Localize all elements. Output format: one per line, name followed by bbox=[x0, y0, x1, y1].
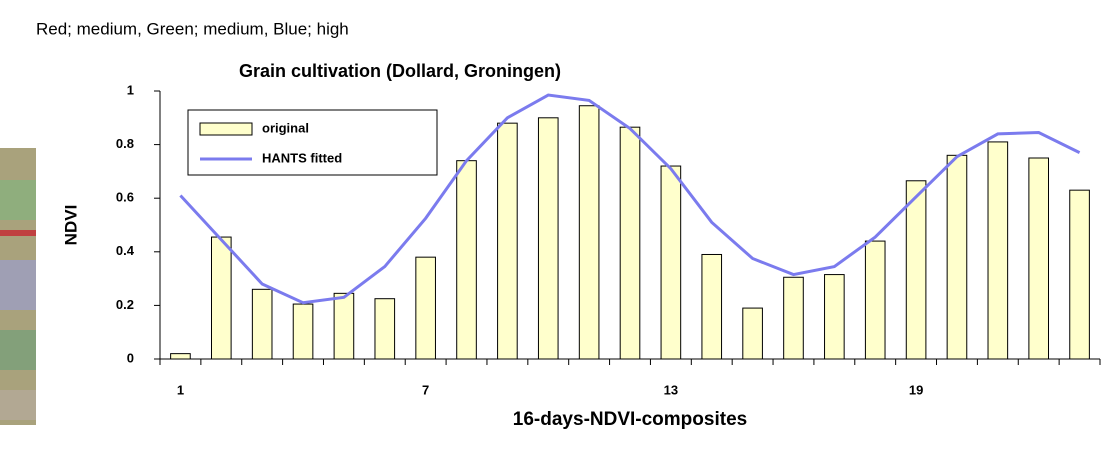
y-tick-label: 1 bbox=[127, 82, 134, 97]
bar bbox=[702, 254, 722, 359]
bar bbox=[334, 293, 354, 359]
y-axis-label: NDVI bbox=[61, 205, 80, 246]
caption: Red; medium, Green; medium, Blue; high bbox=[36, 19, 349, 38]
bar bbox=[211, 237, 231, 359]
bar bbox=[825, 275, 845, 359]
x-tick-label: 13 bbox=[664, 382, 678, 397]
legend-swatch bbox=[200, 123, 252, 135]
bar bbox=[661, 166, 681, 359]
bar bbox=[416, 257, 436, 359]
chart-title: Grain cultivation (Dollard, Groningen) bbox=[239, 61, 561, 81]
bar bbox=[171, 354, 191, 359]
x-axis-label: 16-days-NDVI-composites bbox=[513, 409, 747, 430]
bar bbox=[293, 304, 313, 359]
bar bbox=[947, 155, 967, 359]
bar bbox=[743, 308, 763, 359]
bar bbox=[375, 299, 395, 359]
bar bbox=[457, 161, 477, 359]
y-tick-label: 0.6 bbox=[116, 190, 134, 205]
bar bbox=[988, 142, 1008, 359]
bar bbox=[784, 277, 804, 359]
x-tick-label: 7 bbox=[422, 382, 429, 397]
bar bbox=[620, 127, 640, 359]
image-strip bbox=[0, 148, 36, 425]
y-tick-label: 0 bbox=[127, 350, 134, 365]
bar bbox=[865, 241, 885, 359]
bar bbox=[498, 123, 518, 359]
legend-label: HANTS fitted bbox=[262, 150, 342, 165]
bar bbox=[538, 118, 558, 359]
y-tick-label: 0.2 bbox=[116, 297, 134, 312]
y-tick-label: 0.8 bbox=[116, 136, 134, 151]
legend-label: original bbox=[262, 120, 309, 135]
bar bbox=[1029, 158, 1049, 359]
bar bbox=[906, 181, 926, 359]
y-tick-label: 0.4 bbox=[116, 243, 135, 258]
bar bbox=[1070, 190, 1090, 359]
bar bbox=[579, 106, 599, 359]
bar bbox=[252, 289, 272, 359]
x-tick-label: 1 bbox=[177, 382, 184, 397]
x-tick-label: 19 bbox=[909, 382, 923, 397]
page: Red; medium, Green; medium, Blue; high G… bbox=[0, 0, 1113, 451]
